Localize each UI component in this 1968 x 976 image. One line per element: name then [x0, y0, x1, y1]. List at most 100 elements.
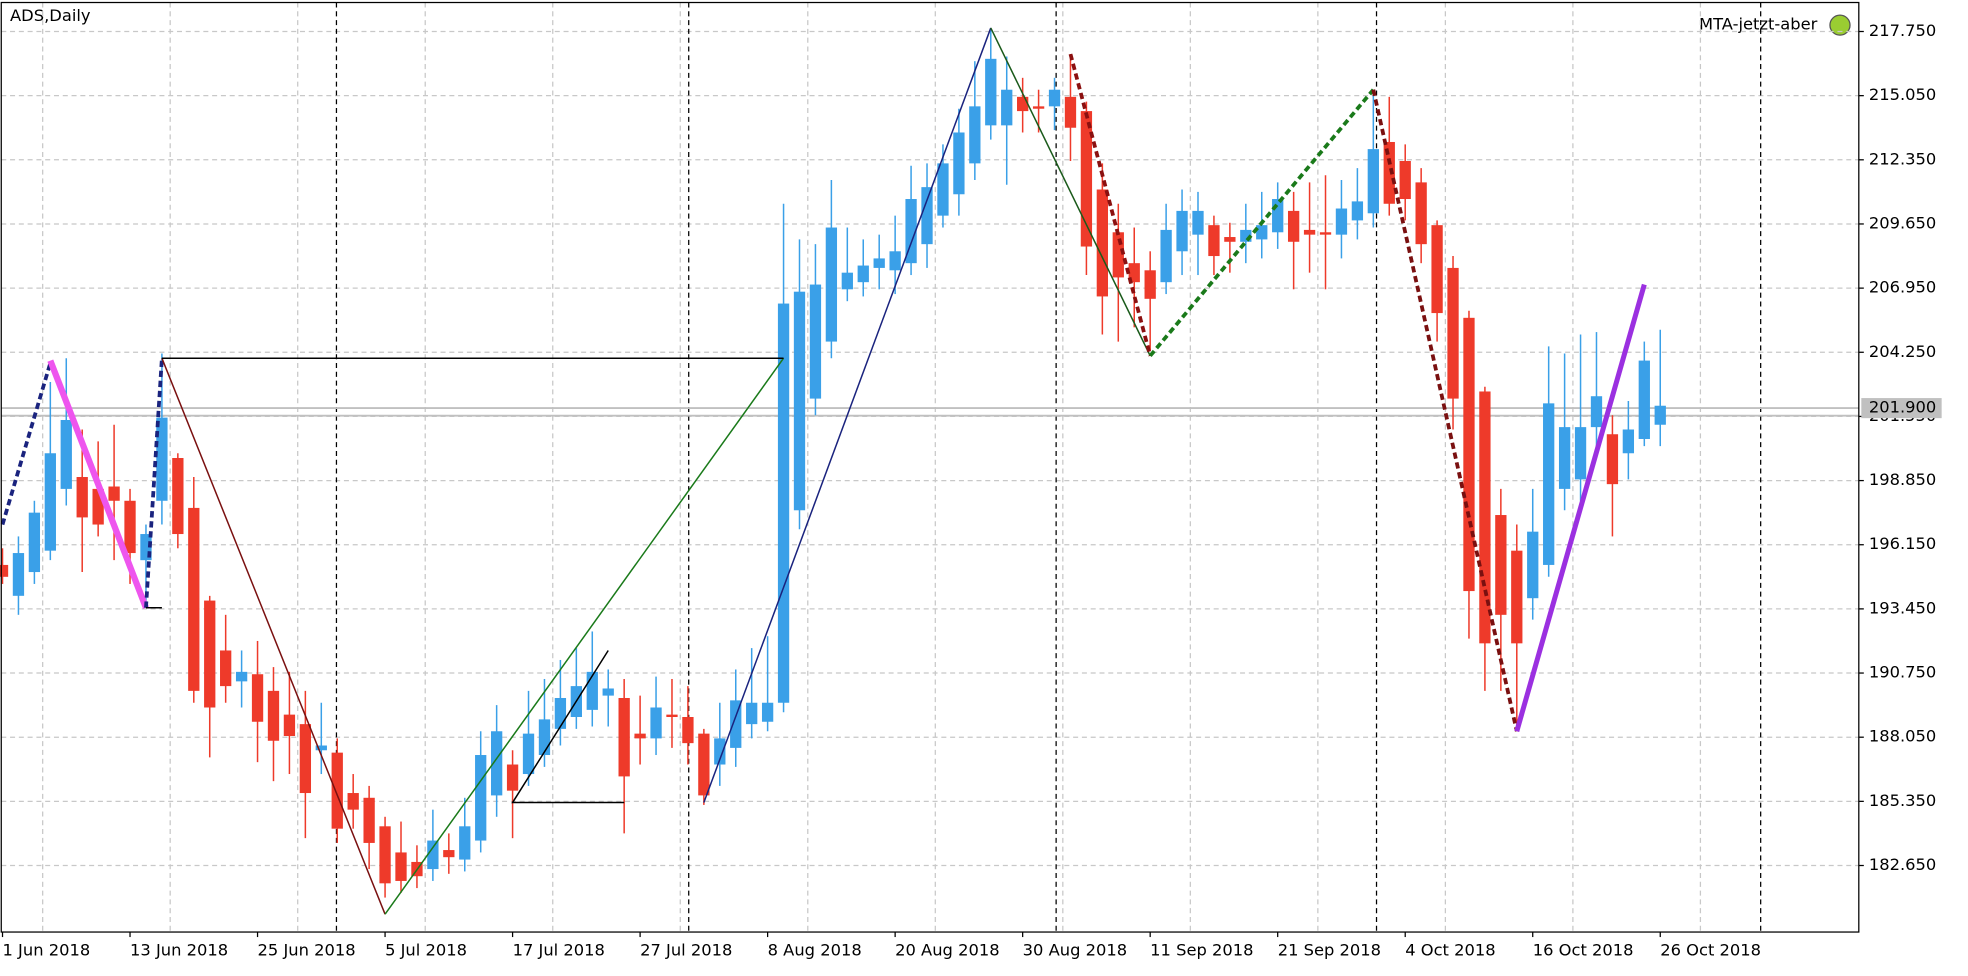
candle-body — [1096, 189, 1109, 297]
candle-body — [650, 707, 662, 739]
y-tick-label: 196.150 — [1869, 534, 1936, 553]
y-tick-label: 215.050 — [1869, 85, 1936, 104]
overlay-line — [144, 358, 164, 608]
candle-body — [714, 738, 726, 765]
candle-body — [1176, 210, 1188, 252]
candle-body — [299, 724, 312, 794]
candle-body — [506, 764, 519, 791]
candle-body — [889, 251, 901, 271]
candle-body — [475, 755, 487, 841]
candle-body — [1463, 317, 1475, 592]
x-tick-label: 1 Jun 2018 — [3, 940, 91, 959]
candle-body — [1622, 429, 1635, 454]
y-tick-label: 182.650 — [1869, 855, 1936, 874]
candle-body — [1511, 550, 1523, 644]
candle-body — [1032, 106, 1045, 109]
annotation: MTA-jetzt-aber — [1699, 15, 1818, 34]
candle-body — [363, 797, 375, 843]
candle-body — [1064, 96, 1077, 128]
candle-body — [267, 690, 280, 741]
overlay-line — [47, 359, 149, 609]
candle-body — [76, 477, 88, 518]
candle-body — [1192, 210, 1204, 235]
candle-body — [825, 227, 838, 342]
candle-body — [140, 534, 152, 561]
candle-body — [905, 199, 917, 264]
candle-body — [1431, 225, 1443, 314]
candle-body — [1048, 89, 1061, 107]
candle-body — [1495, 515, 1507, 615]
candle-body — [1558, 427, 1571, 489]
y-tick-label: 193.450 — [1869, 598, 1936, 617]
candle-body — [283, 714, 296, 737]
y-tick-label: 212.350 — [1869, 149, 1936, 168]
candle-body — [1080, 111, 1093, 247]
candle-body — [921, 187, 933, 245]
candle-body — [1319, 232, 1332, 235]
candle-body — [1208, 225, 1220, 257]
x-tick-label: 25 Jun 2018 — [258, 940, 356, 959]
overlay-line — [161, 357, 386, 915]
chart-title: ADS,Daily — [10, 6, 91, 25]
candle-body — [427, 840, 439, 870]
overlay-line — [0, 362, 53, 526]
candle-body — [0, 564, 9, 577]
x-tick-label: 8 Aug 2018 — [768, 940, 862, 959]
candle-body — [44, 453, 56, 551]
y-tick-label: 217.750 — [1869, 21, 1936, 40]
y-tick-label: 209.650 — [1869, 213, 1936, 232]
candle-body — [1128, 263, 1140, 283]
overlay-line — [1514, 283, 1647, 732]
candle-body — [538, 719, 551, 756]
x-tick-label: 20 Aug 2018 — [895, 940, 999, 959]
overlay-line — [511, 650, 625, 804]
candle-body — [204, 600, 216, 708]
candle-body — [857, 265, 869, 283]
candle-body — [1383, 141, 1395, 204]
candle-body — [618, 697, 630, 777]
overlay-line — [1371, 89, 1519, 732]
candle-body — [1447, 267, 1459, 399]
candle-body — [60, 419, 72, 489]
y-tick-label: 188.050 — [1869, 727, 1936, 746]
candle-body — [777, 303, 790, 703]
candle-body — [459, 826, 471, 860]
candle-body — [1638, 360, 1650, 439]
candle-body — [937, 163, 949, 216]
candle-body — [1543, 403, 1555, 565]
overlay-line — [1068, 53, 1152, 357]
candle-body — [172, 458, 184, 535]
candle-body — [873, 258, 885, 268]
candle-body — [92, 488, 104, 525]
candle-body — [490, 731, 503, 796]
x-tick-label: 30 Aug 2018 — [1023, 940, 1127, 959]
candle-body — [682, 717, 694, 744]
candle-body — [1224, 237, 1236, 242]
candle-body — [666, 714, 678, 718]
candle-body — [251, 674, 264, 722]
overlay-line — [384, 357, 785, 915]
candle-body — [1303, 229, 1316, 235]
candle-body — [1574, 427, 1587, 480]
price-label: 201.900 — [1869, 398, 1936, 417]
candle-body — [1399, 160, 1411, 200]
candle-body — [793, 291, 806, 511]
y-tick-label: 190.750 — [1869, 663, 1936, 682]
candle-body — [1335, 208, 1348, 235]
candle-body — [347, 793, 359, 810]
candle-body — [602, 688, 614, 696]
candle-body — [1654, 405, 1666, 425]
overlay-line — [703, 27, 992, 803]
y-tick-label: 198.850 — [1869, 470, 1936, 489]
candle-body — [1017, 96, 1029, 112]
candle-body — [522, 733, 535, 775]
candle-body — [220, 650, 232, 687]
x-tick-label: 27 Jul 2018 — [640, 940, 732, 959]
candle-body — [746, 702, 758, 725]
y-tick-label: 185.350 — [1869, 791, 1936, 810]
x-tick-label: 5 Jul 2018 — [385, 940, 467, 959]
candle-body — [124, 500, 136, 554]
